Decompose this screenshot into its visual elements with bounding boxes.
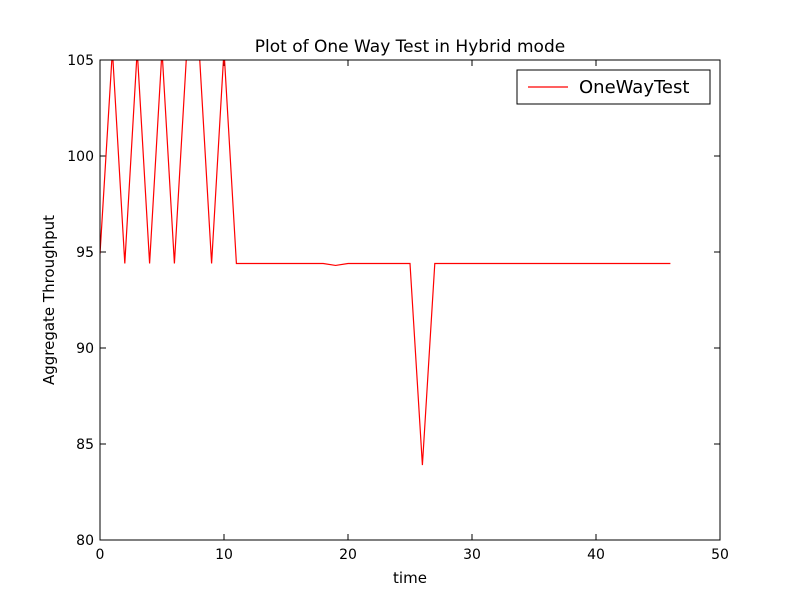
y-tick-label: 80 (76, 533, 94, 549)
series-line-onewaytest (100, 60, 671, 466)
legend: OneWayTest (516, 69, 711, 105)
y-tick-label: 95 (76, 245, 94, 261)
tick-labels: 0 10 20 30 40 50 80 85 90 95 100 105 (67, 53, 729, 563)
y-tick-label: 90 (76, 341, 94, 357)
x-tick-label: 30 (463, 547, 481, 563)
x-tick-label: 40 (587, 547, 605, 563)
y-tick-label: 100 (67, 149, 94, 165)
x-tick-label: 10 (215, 547, 233, 563)
x-axis-label: time (393, 569, 427, 587)
y-tick-label: 85 (76, 437, 94, 453)
y-axis-label: Aggregate Throughput (40, 215, 58, 385)
x-tick-label: 20 (339, 547, 357, 563)
plot-area (100, 60, 671, 466)
plot-frame (99, 59, 721, 541)
legend-label-onewaytest: OneWayTest (579, 77, 689, 98)
x-tick-label: 0 (96, 547, 105, 563)
chart-title: Plot of One Way Test in Hybrid mode (255, 37, 565, 57)
y-tick-label: 105 (67, 53, 94, 69)
x-tick-label: 50 (711, 547, 729, 563)
